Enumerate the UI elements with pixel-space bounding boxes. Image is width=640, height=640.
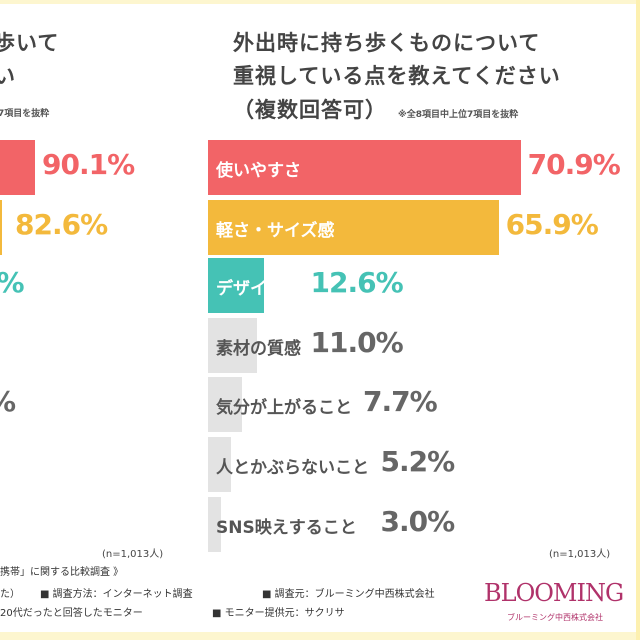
bar-value-label: 65.9% xyxy=(505,208,599,241)
bar-category-label: SNS映えすること xyxy=(216,518,357,538)
left-title-line1: 歩いて xyxy=(0,31,60,55)
bar-value-label: 5.2% xyxy=(380,445,456,478)
right-border xyxy=(636,0,640,640)
bar-category-label: 人とかぶらないこと xyxy=(216,458,369,478)
bar-category-label: デザイン性 xyxy=(216,279,301,299)
bar-7 xyxy=(208,497,222,552)
footer-survey-title: 携帯」に関する比較調査 》 xyxy=(0,567,124,578)
bar-value-label: 3.0% xyxy=(380,505,456,538)
bar-3 xyxy=(208,258,264,313)
chart-title-line2: 重視している点を教えてください xyxy=(233,64,561,88)
blooming-logo-subtitle: ブルーミング中西株式会社 xyxy=(507,613,603,622)
bar-value-label: 12.6% xyxy=(310,266,404,299)
bar-6 xyxy=(208,437,231,492)
bar-5 xyxy=(208,377,242,432)
chart-title-line3: （複数回答可） xyxy=(233,98,387,122)
left-title-line2: い xyxy=(0,64,16,88)
bar-2 xyxy=(208,200,499,255)
footer-method: ■ 調査方法：インターネット調査 xyxy=(40,589,193,600)
right-sample-size: (n=1,013人) xyxy=(549,549,611,560)
bar-category-label: 素材の質感 xyxy=(216,339,301,359)
bar-value-label: 7.7% xyxy=(363,385,438,418)
footer-source: ■ 調査元：ブルーミング中西株式会社 xyxy=(262,589,435,600)
bar-1 xyxy=(208,140,521,195)
bar-value-label: 90.1% xyxy=(42,148,135,181)
infographic-card xyxy=(0,4,636,632)
bar-1 xyxy=(0,140,35,195)
chart-note: ※全8項目中上位7項目を抜粋 xyxy=(398,110,519,120)
bar-value-label: 70.9% xyxy=(527,148,621,181)
bar-value-label: 11.0% xyxy=(310,326,404,359)
bar-2 xyxy=(0,200,2,255)
footer-provider: ■ モニター提供元：サクリサ xyxy=(212,608,345,619)
footer-target: 20代だったと回答したモニター xyxy=(0,608,143,619)
bar-category-label: 使いやすさ xyxy=(216,161,301,181)
chart-title-line1: 外出時に持ち歩くものについて xyxy=(233,31,541,55)
left-note: 7項目を抜粋 xyxy=(0,109,50,119)
blooming-logo: BLOOMING xyxy=(484,579,624,607)
bar-value-label: 6% xyxy=(0,266,25,299)
footer-period: た） xyxy=(0,589,20,600)
left-sample-size: (n=1,013人) xyxy=(102,549,164,560)
bar-4 xyxy=(208,318,257,373)
bar-category-label: 気分が上がること xyxy=(216,398,352,418)
bar-value-label: 82.6% xyxy=(15,208,108,241)
bar-category-label: 軽さ・サイズ感 xyxy=(216,221,335,241)
bar-value-label: % xyxy=(0,385,16,418)
